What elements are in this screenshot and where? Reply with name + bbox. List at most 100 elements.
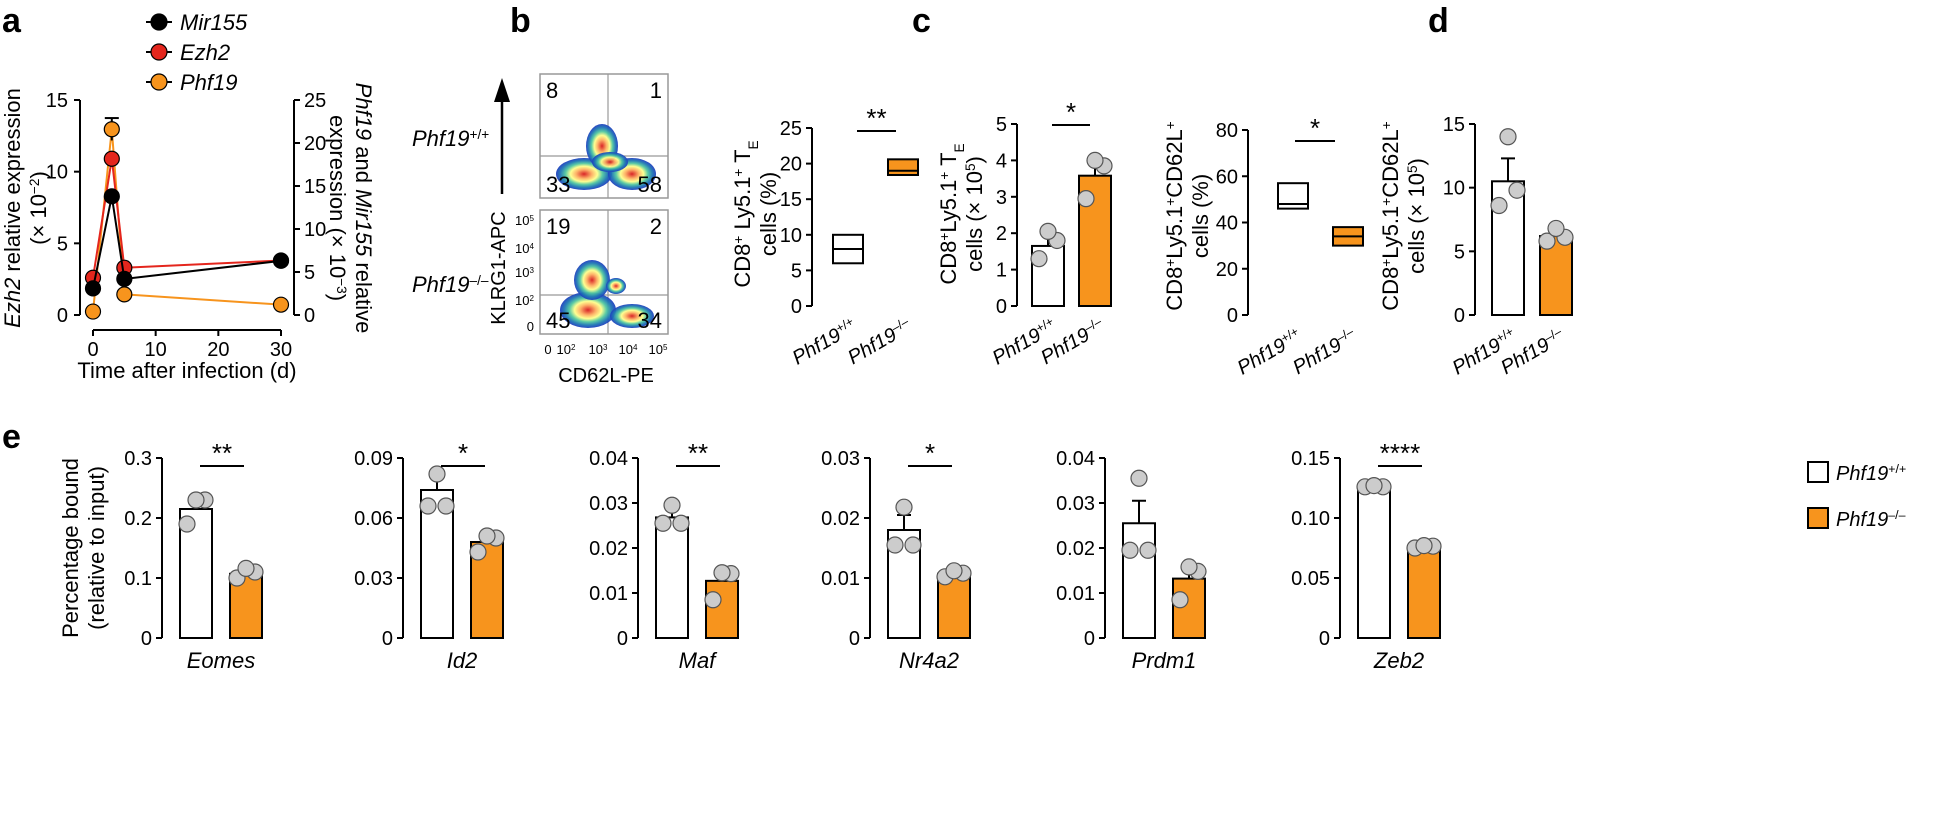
density-blob	[592, 152, 628, 172]
data-point	[654, 514, 672, 532]
chart-eomes: 0 0.1 0.2 0.3 ** Eomes	[124, 438, 264, 673]
y-tick-label: 0	[1227, 305, 1238, 327]
y-axis-label-2: cells (%)	[1188, 174, 1213, 258]
y-axis-label-right: Phf19 and Mir155 relative	[351, 83, 376, 334]
x-tick-label: 30	[270, 339, 292, 361]
y-axis-label: KLRG1-APC	[488, 211, 510, 324]
data-point	[1365, 477, 1383, 495]
x-tick-label: 103	[589, 342, 608, 357]
data-point	[1499, 128, 1517, 146]
y-tick-label: 0	[617, 628, 628, 650]
y-tick-label: 0.03	[589, 493, 628, 515]
y-axis-label-right-2: expression (× 10−3)	[325, 115, 350, 301]
data-point	[1180, 558, 1198, 576]
density-blob	[610, 304, 654, 328]
x-tick-label: 102	[557, 342, 576, 357]
y-axis-label: CD8+ Ly5.1+ TE	[730, 140, 761, 287]
significance-label: **	[212, 438, 232, 468]
bar-ko	[705, 579, 739, 639]
panel-letter-e: e	[2, 418, 21, 456]
chart-zeb2: 0 0.05 0.10 0.15 **** Zeb2	[1291, 438, 1442, 673]
y-tick-label: 0.09	[354, 448, 393, 470]
significance-label: ****	[1380, 438, 1420, 468]
y-tick-label: 0	[527, 319, 534, 334]
series-line-mir155	[92, 196, 282, 289]
y-tick-label: 0.01	[589, 583, 628, 605]
data-point	[1121, 541, 1139, 559]
data-point	[713, 564, 731, 582]
y-tick-label: 80	[1216, 120, 1238, 142]
data-point-mir155	[116, 270, 133, 287]
data-point	[895, 498, 913, 516]
y-tick-label-right: 20	[304, 133, 326, 155]
data-point	[672, 514, 690, 532]
significance-label: *	[1310, 113, 1320, 143]
y-tick-label: 105	[515, 213, 534, 228]
bar-wt	[420, 489, 454, 639]
chart-nr4a2: 0 0.01 0.02 0.03 * Nr4a2	[821, 438, 972, 673]
series-line-ezh2	[92, 158, 282, 278]
data-point	[1538, 232, 1556, 250]
x-tick-label: 0	[87, 339, 98, 361]
y-tick-label: 0.03	[821, 448, 860, 470]
gene-label: Prdm1	[1132, 648, 1197, 673]
bar-wt	[1122, 522, 1156, 639]
data-point	[904, 536, 922, 554]
y-tick-label-left: 15	[46, 90, 68, 112]
data-point	[1130, 469, 1148, 487]
y-tick-label: 0.02	[821, 508, 860, 530]
y-axis-label: CD8+Ly5.1+ TE	[936, 143, 967, 284]
density-blob	[606, 278, 626, 294]
y-tick-label: 0.02	[589, 538, 628, 560]
data-point-mir155	[103, 188, 120, 205]
quadrant-lr: 58	[638, 172, 662, 197]
panel-letter-c: c	[912, 2, 931, 40]
data-point-ezh2	[103, 150, 120, 167]
flow-genotype-label: Phf19+/+	[412, 126, 489, 151]
chart-prdm1: 0 0.01 0.02 0.03 0.04 Prdm1	[1056, 448, 1207, 673]
x-tick-label: 105	[649, 342, 668, 357]
data-point	[1086, 151, 1104, 169]
y-axis-label-2: cells (× 105)	[1404, 158, 1429, 274]
significance-label: *	[458, 438, 468, 468]
gene-label: Id2	[447, 648, 478, 673]
data-point	[704, 591, 722, 609]
y-axis-label-left: Ezh2 relative expression	[0, 88, 25, 328]
bar-wt	[655, 516, 689, 640]
y-tick-label-right: 10	[304, 219, 326, 241]
density-blob	[560, 292, 616, 328]
y-tick-label: 1	[996, 260, 1007, 282]
y-tick-label: 0.01	[1056, 583, 1095, 605]
data-point	[1171, 591, 1189, 609]
legend-label-wt: Phf19+/+	[1836, 462, 1906, 485]
panel-letter-b: b	[510, 2, 531, 40]
y-tick-label: 103	[515, 265, 534, 280]
panel-letter-d: d	[1428, 2, 1449, 40]
y-tick-label-left: 5	[57, 233, 68, 255]
y-axis-label: CD8+Ly5.1+CD62L+	[1162, 121, 1187, 310]
y-tick-label: 15	[1443, 114, 1465, 136]
data-point-phf19	[272, 296, 290, 313]
legend-swatch-wt	[1807, 461, 1829, 483]
flow-genotype-label: Phf19–/–	[412, 272, 489, 297]
y-tick-label: 0	[996, 296, 1007, 318]
panel-letter-a: a	[2, 2, 22, 40]
y-tick-label-left: 0	[57, 305, 68, 327]
chart-id2: 0 0.03 0.06 0.09 * Id2	[354, 438, 505, 673]
y-tick-label: 0	[141, 628, 152, 650]
y-tick-label: 20	[1216, 259, 1238, 281]
data-point	[478, 527, 496, 545]
y-axis-label-2: cells (× 105)	[962, 156, 987, 272]
data-point-phf19	[116, 286, 133, 303]
y-axis-label-2: cells (%)	[756, 172, 781, 256]
data-point	[663, 496, 681, 514]
y-tick-label: 10	[1443, 178, 1465, 200]
data-point-phf19	[84, 303, 102, 320]
legend-swatch-ko	[1807, 507, 1829, 529]
data-point-phf19	[103, 121, 120, 138]
y-axis-label-2: (relative to input)	[84, 466, 109, 630]
y-tick-label: 15	[780, 189, 802, 211]
y-tick-label: 2	[996, 223, 1007, 245]
